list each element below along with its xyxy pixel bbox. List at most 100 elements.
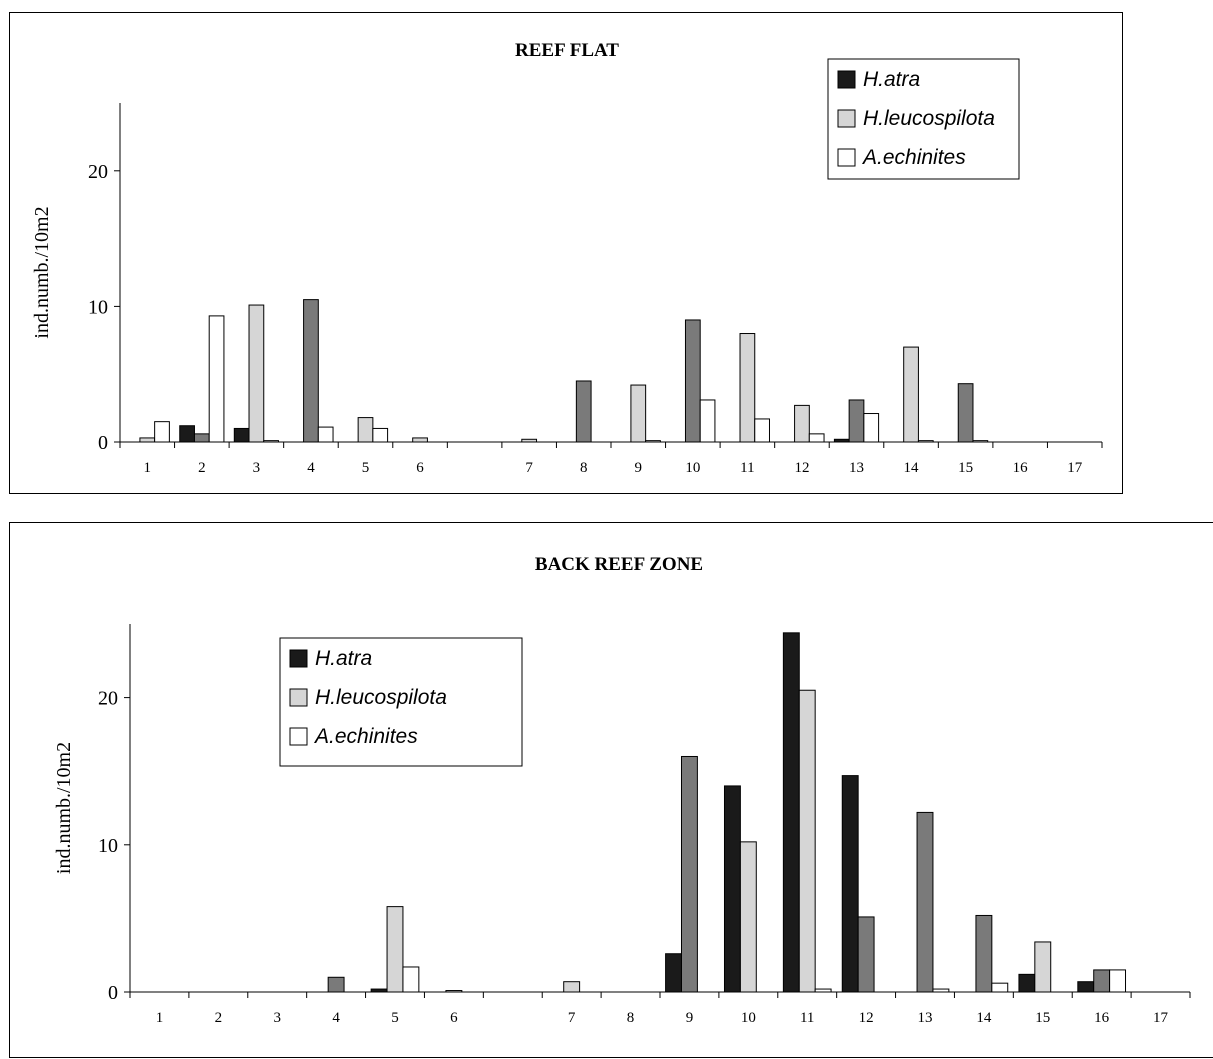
bar-h-leucospilota-6: [445, 990, 463, 993]
bar-a-echinites-5: [372, 427, 389, 443]
x-tick-label: 13: [918, 1010, 933, 1026]
bar-h-leucospilota-4: [327, 976, 345, 993]
bar-a-echinites-16: [1109, 969, 1127, 993]
x-tick-label: 5: [391, 1010, 399, 1026]
bar-h-leucospilota-9: [630, 384, 647, 443]
bar-a-echinites-14: [991, 982, 1009, 993]
bar-h-atra-11: [782, 632, 800, 993]
y-axis-label: ind.numb./10m2: [53, 742, 75, 874]
bar-h-leucospilota-13: [916, 811, 934, 993]
bar-a-echinites-5: [402, 966, 420, 993]
chart-panel-back-reef-zone: BACK REEF ZONE ind.numb./10m2 0 10 20 1 2 3 4 5 6 7…: [9, 522, 1213, 1058]
x-tick-label: 7: [568, 1010, 576, 1026]
bar-h-leucospilota-7: [521, 438, 538, 443]
x-tick-label: 6: [450, 1010, 458, 1026]
x-tick-label: 5: [362, 460, 370, 476]
bar-h-atra-2: [179, 425, 195, 443]
bar-h-leucospilota-6: [412, 437, 428, 443]
x-tick-label: 10: [685, 460, 700, 476]
legend-swatch: [837, 109, 856, 128]
bar-h-leucospilota-10: [739, 841, 757, 993]
legend-entry: A.echinites: [313, 725, 418, 748]
bar-a-echinites-13: [863, 413, 880, 443]
x-tick-label: 4: [307, 460, 315, 476]
bar-h-leucospilota-12: [857, 916, 875, 993]
x-tick-label: 1: [144, 460, 152, 476]
bar-h-leucospilota-1: [139, 437, 156, 443]
bar-h-leucospilota-10: [684, 319, 701, 443]
x-tick-label: 15: [1035, 1010, 1050, 1026]
bar-h-atra-5: [370, 988, 388, 993]
y-axis-label: ind.numb./10m2: [31, 206, 53, 338]
y-tick-label: 20: [88, 161, 108, 183]
bar-h-leucospilota-5: [357, 417, 374, 443]
bar-a-echinites-4: [317, 426, 334, 443]
x-tick-label: 7: [525, 460, 533, 476]
bar-h-leucospilota-3: [248, 304, 265, 443]
bar-a-echinites-11: [754, 418, 770, 443]
bar-a-echinites-11: [814, 988, 832, 993]
bar-h-leucospilota-15: [1034, 941, 1052, 993]
x-tick-label: 12: [794, 460, 809, 476]
x-tick-label: 13: [849, 460, 864, 476]
legend-swatch: [837, 148, 856, 167]
x-tick-label: 9: [635, 460, 643, 476]
x-tick-label: 1: [156, 1010, 164, 1026]
bar-h-leucospilota-15: [957, 383, 974, 443]
y-tick-label: 10: [88, 296, 108, 318]
chart-title: BACK REEF ZONE: [535, 554, 703, 575]
bar-a-echinites-12: [808, 433, 825, 443]
bar-h-atra-3: [233, 427, 250, 443]
legend-box: [279, 637, 523, 767]
x-tick-label: 9: [686, 1010, 694, 1026]
y-tick-label: 10: [98, 835, 118, 857]
bar-h-leucospilota-9: [680, 755, 698, 993]
x-tick-label: 11: [740, 460, 754, 476]
y-tick-label: 0: [98, 432, 108, 454]
y-tick-label: 0: [108, 982, 118, 1004]
bar-h-atra-9: [665, 953, 682, 993]
chart-panel-reef-flat: REEF FLAT ind.numb./10m2 0 10 20 1 2 3 4 5 6 7 8 9 10 1…: [9, 12, 1123, 494]
bar-h-leucospilota-14: [903, 346, 919, 443]
legend-entry: A.echinites: [861, 146, 966, 169]
bar-h-leucospilota-11: [798, 689, 816, 993]
legend-entry: H.atra: [863, 68, 920, 91]
x-tick-label: 12: [859, 1010, 874, 1026]
x-tick-label: 3: [273, 1010, 281, 1026]
y-tick-label: 20: [98, 688, 118, 710]
bar-h-leucospilota-2: [193, 433, 210, 443]
x-tick-label: 14: [976, 1010, 992, 1026]
x-tick-label: 16: [1094, 1010, 1110, 1026]
bar-h-atra-10: [723, 785, 741, 993]
x-tick-label: 14: [904, 460, 920, 476]
x-tick-label: 17: [1067, 460, 1083, 476]
x-tick-label: 2: [215, 1010, 223, 1026]
bar-a-echinites-1: [154, 421, 170, 443]
bar-h-atra-15: [1018, 973, 1036, 993]
bar-h-atra-13: [833, 438, 850, 443]
x-tick-label: 11: [800, 1010, 814, 1026]
bar-h-leucospilota-13: [848, 399, 865, 443]
legend-box: [827, 58, 1020, 180]
bar-h-leucospilota-8: [575, 380, 592, 443]
legend-swatch: [289, 688, 308, 707]
bar-a-echinites-2: [208, 315, 225, 443]
legend-swatch: [837, 70, 856, 89]
bar-a-echinites-14: [917, 440, 934, 443]
bar-h-leucospilota-5: [386, 906, 404, 993]
legend-swatch: [289, 727, 308, 746]
bar-h-leucospilota-11: [739, 333, 756, 443]
legend-entry: H.atra: [315, 647, 372, 670]
bar-a-echinites-13: [932, 988, 950, 993]
bar-h-leucospilota-4: [303, 299, 319, 443]
chart-title: REEF FLAT: [515, 40, 619, 61]
x-tick-label: 8: [580, 460, 588, 476]
x-tick-label: 4: [332, 1010, 340, 1026]
x-tick-label: 15: [958, 460, 973, 476]
bar-h-leucospilota-12: [794, 404, 810, 443]
legend-swatch: [289, 649, 308, 668]
legend-entry: H.leucospilota: [315, 686, 447, 709]
bar-h-leucospilota-7: [563, 981, 581, 993]
